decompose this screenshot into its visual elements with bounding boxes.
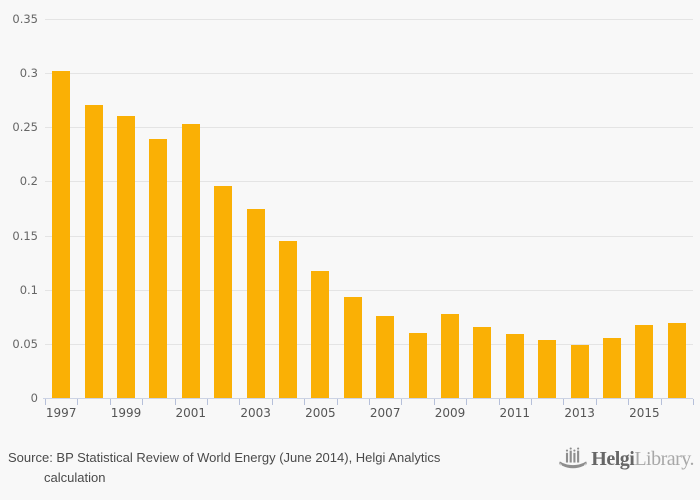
y-axis-label-0.2: 0.2 bbox=[19, 174, 38, 189]
gridline-0.25 bbox=[45, 127, 693, 129]
x-axis-tick bbox=[239, 399, 241, 405]
source-note: Source: BP Statistical Review of World E… bbox=[8, 448, 440, 488]
bar-2010[interactable] bbox=[473, 326, 492, 398]
y-axis-label-0.25: 0.25 bbox=[12, 120, 38, 135]
logo-text-helgi: Helgi bbox=[591, 447, 635, 470]
bar-2013[interactable] bbox=[570, 344, 589, 398]
bar-1998[interactable] bbox=[84, 104, 103, 398]
x-axis-tick bbox=[401, 399, 403, 405]
gridline-0.35 bbox=[45, 19, 693, 20]
bar-2006[interactable] bbox=[343, 297, 362, 398]
bar-2012[interactable] bbox=[538, 339, 557, 398]
x-axis-tick bbox=[207, 399, 208, 405]
y-axis-label-0.35: 0.35 bbox=[12, 12, 38, 26]
logo-wordmark: HelgiLibrary. bbox=[591, 448, 694, 471]
source-line-1: Source: BP Statistical Review of World E… bbox=[8, 450, 441, 465]
x-axis-tick bbox=[142, 399, 144, 405]
bar-2005[interactable] bbox=[311, 271, 330, 398]
bar-1997[interactable] bbox=[52, 70, 71, 398]
x-axis-tick bbox=[531, 399, 532, 405]
x-axis-tick bbox=[433, 399, 435, 405]
x-axis-tick bbox=[109, 399, 111, 405]
bar-2009[interactable] bbox=[441, 313, 459, 398]
bar-2011[interactable] bbox=[505, 334, 524, 398]
x-axis-label-2003: 2003 bbox=[240, 406, 271, 420]
x-axis-label-2011: 2011 bbox=[499, 406, 531, 420]
gridline-0.15 bbox=[45, 235, 693, 237]
helgi-library-logo[interactable]: HelgiLibrary. bbox=[558, 446, 694, 472]
gridline-0.1 bbox=[45, 289, 693, 291]
logo-text-library: Library. bbox=[634, 447, 694, 470]
x-axis-tick bbox=[45, 399, 46, 405]
bar-2002[interactable] bbox=[214, 185, 233, 398]
y-axis-label-0.15: 0.15 bbox=[12, 228, 38, 243]
ship-icon bbox=[558, 446, 588, 472]
bar-2001[interactable] bbox=[181, 124, 200, 398]
x-axis-tick bbox=[271, 399, 273, 405]
x-axis-label-2007: 2007 bbox=[369, 406, 401, 420]
bar-2008[interactable] bbox=[408, 333, 427, 398]
bar-2015[interactable] bbox=[635, 325, 654, 398]
x-axis-tick bbox=[595, 399, 597, 405]
x-axis-label-2009: 2009 bbox=[434, 406, 466, 420]
bar-2004[interactable] bbox=[279, 241, 297, 398]
x-axis-tick bbox=[369, 399, 370, 405]
x-axis-label-2015: 2015 bbox=[629, 406, 660, 420]
x-axis-tick bbox=[660, 399, 662, 405]
gridline-0.2 bbox=[45, 181, 693, 183]
y-axis-label-0.1: 0.1 bbox=[19, 282, 38, 297]
x-axis-label-2013: 2013 bbox=[564, 406, 595, 420]
x-axis-tick bbox=[174, 399, 176, 405]
bar-2000[interactable] bbox=[149, 139, 168, 398]
x-axis-tick bbox=[693, 399, 694, 405]
gridline-0.05 bbox=[45, 343, 693, 345]
x-axis-tick bbox=[563, 399, 565, 405]
x-axis-tick bbox=[466, 399, 468, 405]
x-axis-label-1999: 1999 bbox=[110, 406, 142, 420]
source-line-2: calculation bbox=[44, 470, 106, 485]
x-axis-tick bbox=[77, 399, 79, 405]
bar-2014[interactable] bbox=[603, 338, 621, 398]
plot-area: 0 0.05 0.1 0.15 0.2 0.25 0.3 0.35 1997 1999 2001 20… bbox=[12, 12, 694, 420]
bar-2007[interactable] bbox=[376, 315, 395, 398]
x-axis-tick bbox=[304, 399, 306, 405]
y-axis-label-0: 0 bbox=[30, 391, 38, 405]
x-axis-label-2005: 2005 bbox=[305, 406, 336, 420]
x-axis-line bbox=[43, 398, 693, 399]
gridline-0.3 bbox=[45, 73, 693, 75]
x-axis-label-2001: 2001 bbox=[175, 406, 207, 420]
x-axis-tick bbox=[336, 399, 338, 405]
x-axis-label-1997: 1997 bbox=[45, 406, 77, 420]
bar-2016[interactable] bbox=[667, 323, 686, 398]
x-axis-tick bbox=[498, 399, 500, 405]
chart-footer: Source: BP Statistical Review of World E… bbox=[0, 444, 700, 500]
bar-2003[interactable] bbox=[246, 208, 265, 398]
y-axis-label-0.3: 0.3 bbox=[19, 66, 38, 81]
bar-1999[interactable] bbox=[117, 116, 135, 398]
y-axis-label-0.05: 0.05 bbox=[12, 336, 38, 351]
x-axis-tick bbox=[628, 399, 630, 405]
